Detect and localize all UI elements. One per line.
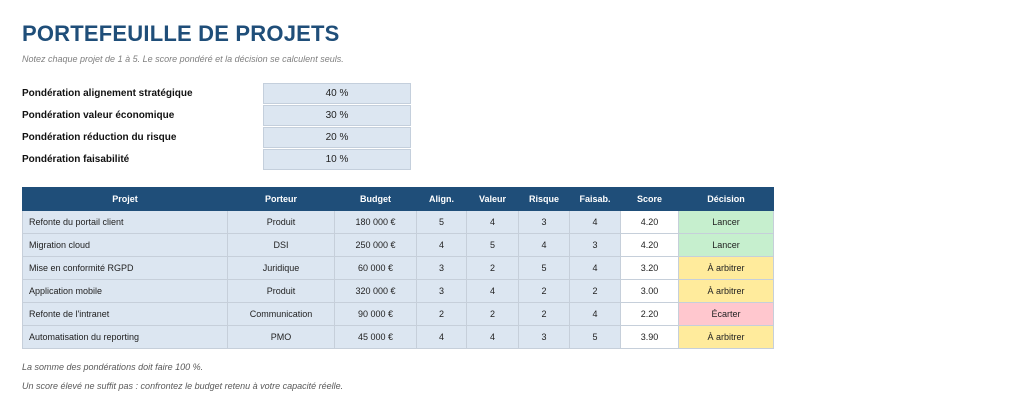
table-row: Migration cloud DSI 250 000 € 4 5 4 3 4.… [22,233,774,257]
weight-input-feasibility[interactable]: 10 % [263,149,411,170]
page-title: PORTEFEUILLE DE PROJETS [22,21,340,46]
cell-budget[interactable]: 60 000 € [334,256,417,280]
footnotes: La somme des pondérations doit faire 100… [22,362,343,400]
cell-score: 3.00 [620,279,679,303]
cell-valeur[interactable]: 4 [466,325,519,349]
weight-input-alignment[interactable]: 40 % [263,83,411,104]
cell-faisab[interactable]: 4 [569,210,621,234]
cell-projet[interactable]: Mise en conformité RGPD [22,256,228,280]
cell-projet[interactable]: Refonte de l'intranet [22,302,228,326]
weight-label: Pondération réduction du risque [22,132,177,143]
cell-score: 2.20 [620,302,679,326]
table-header-row: Projet Porteur Budget Align. Valeur Risq… [22,187,774,211]
cell-align[interactable]: 3 [416,279,467,303]
cell-faisab[interactable]: 4 [569,256,621,280]
column-header-faisab: Faisab. [569,187,621,211]
cell-projet[interactable]: Application mobile [22,279,228,303]
cell-score: 3.90 [620,325,679,349]
column-header-porteur: Porteur [227,187,335,211]
cell-projet[interactable]: Migration cloud [22,233,228,257]
cell-risque[interactable]: 2 [518,302,570,326]
cell-align[interactable]: 4 [416,325,467,349]
cell-align[interactable]: 2 [416,302,467,326]
cell-align[interactable]: 5 [416,210,467,234]
cell-risque[interactable]: 3 [518,325,570,349]
table-row: Application mobile Produit 320 000 € 3 4… [22,279,774,303]
weight-input-value[interactable]: 30 % [263,105,411,126]
cell-budget[interactable]: 45 000 € [334,325,417,349]
weight-input-risk[interactable]: 20 % [263,127,411,148]
cell-porteur[interactable]: Produit [227,279,335,303]
footnote-budget-capacity: Un score élevé ne suffit pas : confronte… [22,381,344,391]
cell-faisab[interactable]: 5 [569,325,621,349]
cell-risque[interactable]: 2 [518,279,570,303]
column-header-decision: Décision [678,187,774,211]
cell-risque[interactable]: 4 [518,233,570,257]
footnote-weights-sum: La somme des pondérations doit faire 100… [22,362,204,372]
table-row: Refonte de l'intranet Communication 90 0… [22,302,774,326]
column-header-budget: Budget [334,187,417,211]
weight-label: Pondération alignement stratégique [22,88,193,99]
cell-align[interactable]: 4 [416,233,467,257]
cell-decision: À arbitrer [678,325,774,349]
column-header-align: Align. [416,187,467,211]
cell-budget[interactable]: 90 000 € [334,302,417,326]
cell-faisab[interactable]: 2 [569,279,621,303]
cell-projet[interactable]: Refonte du portail client [22,210,228,234]
cell-decision: À arbitrer [678,256,774,280]
weight-label: Pondération faisabilité [22,154,130,165]
table-row: Mise en conformité RGPD Juridique 60 000… [22,256,774,280]
column-header-projet: Projet [22,187,228,211]
cell-valeur[interactable]: 2 [466,256,519,280]
cell-score: 4.20 [620,233,679,257]
column-header-risque: Risque [518,187,570,211]
cell-risque[interactable]: 5 [518,256,570,280]
cell-faisab[interactable]: 4 [569,302,621,326]
column-header-score: Score [620,187,679,211]
cell-align[interactable]: 3 [416,256,467,280]
table-row: Refonte du portail client Produit 180 00… [22,210,774,234]
column-header-valeur: Valeur [466,187,519,211]
cell-valeur[interactable]: 2 [466,302,519,326]
cell-score: 3.20 [620,256,679,280]
weight-label: Pondération valeur économique [22,110,175,121]
table-row: Automatisation du reporting PMO 45 000 €… [22,325,774,349]
cell-decision: À arbitrer [678,279,774,303]
cell-projet[interactable]: Automatisation du reporting [22,325,228,349]
cell-porteur[interactable]: PMO [227,325,335,349]
page-subtitle: Notez chaque projet de 1 à 5. Le score p… [22,54,344,64]
projects-table: Projet Porteur Budget Align. Valeur Risq… [22,187,774,349]
cell-score: 4.20 [620,210,679,234]
cell-budget[interactable]: 320 000 € [334,279,417,303]
cell-faisab[interactable]: 3 [569,233,621,257]
cell-budget[interactable]: 180 000 € [334,210,417,234]
cell-decision: Lancer [678,233,774,257]
cell-decision: Lancer [678,210,774,234]
cell-valeur[interactable]: 4 [466,279,519,303]
cell-porteur[interactable]: DSI [227,233,335,257]
cell-porteur[interactable]: Communication [227,302,335,326]
cell-risque[interactable]: 3 [518,210,570,234]
cell-budget[interactable]: 250 000 € [334,233,417,257]
cell-porteur[interactable]: Juridique [227,256,335,280]
cell-valeur[interactable]: 4 [466,210,519,234]
cell-decision: Écarter [678,302,774,326]
cell-porteur[interactable]: Produit [227,210,335,234]
cell-valeur[interactable]: 5 [466,233,519,257]
